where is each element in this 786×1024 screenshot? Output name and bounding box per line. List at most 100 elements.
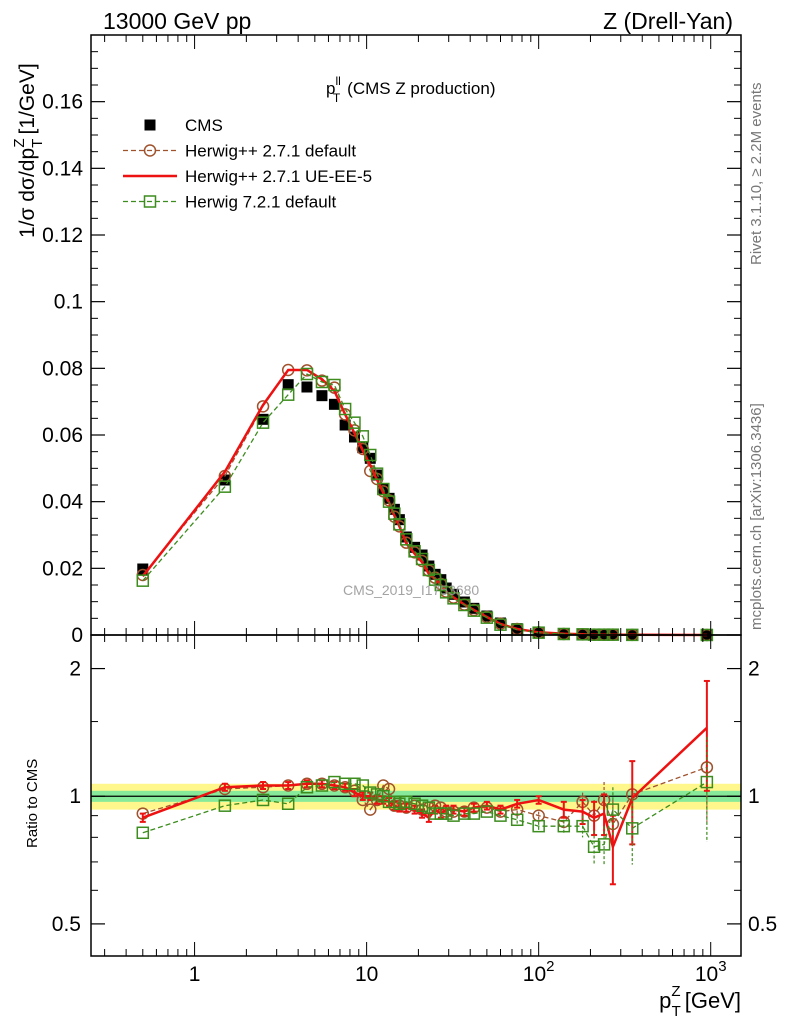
main-ytick-label-1: 0.02 <box>42 557 83 580</box>
main-point-s3-10 <box>364 448 377 462</box>
ratio-ytick-label-1: 1 <box>69 785 81 808</box>
main-ytick-label-0: 0 <box>71 624 83 647</box>
x-tick-label-exp: 3 <box>718 958 726 975</box>
title-sup: ll <box>335 74 340 88</box>
xlabel-main: p <box>659 988 671 1013</box>
ratio-point-s2-32 <box>587 840 601 854</box>
ratio-point-s2-27 <box>494 809 507 822</box>
ylabel-sub: T <box>29 139 46 148</box>
legend-entry-2: Herwig++ 2.7.1 UE-EE-5 <box>123 167 372 186</box>
legend-entry-1: Herwig++ 2.7.1 default <box>123 142 356 161</box>
main-point-s3-11 <box>370 467 384 480</box>
mcplots-label: mcplots.cern.ch [arXiv:1306.3436] <box>748 403 765 630</box>
main-point-s0-25 <box>468 602 480 614</box>
x-tick-label-0: 1 <box>189 963 201 986</box>
main-plot-content <box>136 363 714 642</box>
ratio-x-axis: 1 10 102 103 <box>104 635 727 986</box>
main-ytick-label-5: 0.1 <box>54 291 83 314</box>
x-tick-label-base: 10 <box>695 963 718 986</box>
main-point-s3-7 <box>338 402 352 416</box>
legend-label-1: Herwig++ 2.7.1 default <box>185 142 356 161</box>
ratio-ytick-label-2: 2 <box>69 658 81 681</box>
main-point-s0-4 <box>301 381 313 393</box>
main-point-s1-2 <box>256 400 270 413</box>
ratio-point-s2-3 <box>281 797 295 811</box>
xlabel-sub: T <box>672 1003 681 1020</box>
main-point-s3-18 <box>415 552 429 566</box>
ratio-point-s2-7 <box>338 777 352 791</box>
ratio-series-2 <box>136 736 714 865</box>
ratio-point-s2-26 <box>480 805 494 818</box>
main-point-s3-0 <box>136 574 150 587</box>
main-point-s3-26 <box>480 611 494 624</box>
ratio-point-s2-1 <box>218 799 232 812</box>
main-series-3 <box>136 367 714 642</box>
ratio-point-s2-30 <box>557 819 571 833</box>
main-point-s0-23 <box>448 588 460 600</box>
x-tick-label-1: 10 <box>355 963 378 986</box>
ratio-point-s2-36 <box>700 775 714 789</box>
main-ytick-label-4: 0.08 <box>42 357 83 380</box>
main-point-s0-3 <box>282 379 294 391</box>
main-point-s3-17 <box>408 545 421 558</box>
main-point-s3-30 <box>557 627 571 641</box>
ratio-point-s2-15 <box>393 797 406 811</box>
ratio-series-line-2 <box>142 781 708 848</box>
ratio-ytick-label-right-1: 1 <box>748 785 760 808</box>
main-y-axis: 0 0.02 0.04 0.06 0.08 0.1 0.12 0.14 0.16 <box>42 51 741 647</box>
main-point-s0-24 <box>458 596 470 608</box>
rivet-label-group: Rivet 3.1.10, ≥ 2.2M events <box>748 83 765 266</box>
main-point-s3-13 <box>382 495 396 508</box>
ratio-y-label: Ratio to CMS <box>24 759 41 848</box>
main-point-s3-6 <box>328 378 341 392</box>
main-point-s3-5 <box>315 375 329 389</box>
ratio-point-s2-4 <box>300 780 314 794</box>
main-point-s0-10 <box>364 452 376 464</box>
main-point-s3-3 <box>281 388 295 401</box>
main-series-1 <box>136 363 714 642</box>
main-ytick-label-2: 0.04 <box>42 491 83 514</box>
ratio-y-label-text: Ratio to CMS <box>24 759 41 848</box>
x-axis-label: pZ T [GeV] <box>659 983 741 1020</box>
main-point-s0-8 <box>348 431 360 443</box>
ratio-point-s2-34 <box>606 803 620 816</box>
x-tick-label-base: 1 <box>189 963 201 986</box>
main-point-s3-9 <box>356 430 370 443</box>
x-tick-label-3: 103 <box>695 958 727 986</box>
main-point-s0-2 <box>257 413 269 425</box>
legend-marker-1 <box>143 144 157 157</box>
mcplots-label-group: mcplots.cern.ch [arXiv:1306.3436] <box>748 403 765 630</box>
title-rest: (CMS Z production) <box>347 79 495 98</box>
ratio-y-axis: 0.5 0.5 1 1 2 2 <box>52 658 777 936</box>
ratio-point-s2-24 <box>458 807 471 820</box>
ylabel-sup: Z <box>11 139 28 148</box>
analysis-watermark: CMS_2019_I1753680 <box>343 582 479 598</box>
xlabel-sup: Z <box>671 983 680 1000</box>
main-point-s3-4 <box>300 367 314 381</box>
ratio-point-s2-28 <box>510 813 524 827</box>
legend-marker-0 <box>144 119 156 131</box>
ratio-point-s2-16 <box>400 795 413 809</box>
ratio-point-s2-2 <box>256 793 270 807</box>
ylabel-main: 1/σ dσ/dp <box>16 148 39 238</box>
ratio-series-1 <box>139 679 710 886</box>
main-ytick-label-8: 0.16 <box>42 91 83 114</box>
main-ytick-label-3: 0.06 <box>42 424 83 447</box>
ratio-point-s2-25 <box>467 807 481 820</box>
main-point-s0-13 <box>383 492 395 504</box>
main-series-line-3 <box>142 373 707 636</box>
main-point-s0-14 <box>388 503 400 515</box>
ratio-ytick-label-right-2: 2 <box>748 658 760 681</box>
rivet-label: Rivet 3.1.10, ≥ 2.2M events <box>748 83 765 266</box>
ratio-point-s2-5 <box>315 779 329 792</box>
ratio-point-s2-0 <box>136 826 150 840</box>
main-point-s0-7 <box>339 419 351 431</box>
ratio-point-s2-29 <box>532 819 545 833</box>
ratio-plot-content <box>91 679 741 886</box>
ratio-point-s0-10 <box>364 803 377 816</box>
main-y-label-text: 1/σ dσ/dpTZ [1/GeV] <box>11 63 46 238</box>
title-sub: T <box>333 91 341 105</box>
ratio-point-s2-31 <box>576 819 589 833</box>
header-left: 13000 GeV pp <box>103 8 251 34</box>
